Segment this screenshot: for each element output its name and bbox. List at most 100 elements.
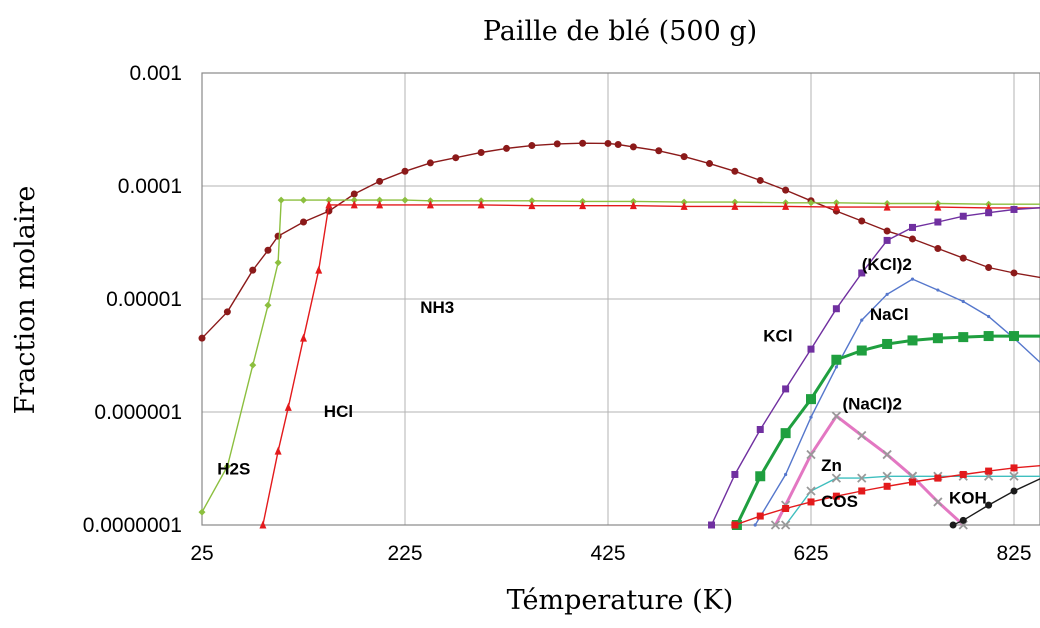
series-koh xyxy=(949,478,1040,529)
data-point xyxy=(259,520,267,529)
data-point xyxy=(756,426,764,434)
data-point xyxy=(274,259,282,267)
data-point xyxy=(985,209,993,217)
series-hcl xyxy=(259,200,1040,529)
x-tick-label: 625 xyxy=(793,542,828,565)
data-point xyxy=(985,501,993,509)
data-point xyxy=(325,196,333,204)
data-point xyxy=(708,521,716,529)
data-point xyxy=(274,446,282,455)
data-point xyxy=(249,266,257,274)
data-point xyxy=(264,301,272,309)
data-point xyxy=(883,236,891,244)
y-axis-ticks: 0.0000001 0.000001 0.00001 0.0001 0.001 xyxy=(83,62,182,537)
series-label-hcl: HCl xyxy=(324,402,353,421)
data-point xyxy=(277,196,285,204)
x-tick-label: 25 xyxy=(190,542,213,565)
data-point xyxy=(934,202,942,211)
series-label-nacl-2: (NaCl)2 xyxy=(842,395,902,414)
data-point xyxy=(784,472,788,477)
data-point xyxy=(756,512,764,520)
grid xyxy=(201,72,1040,526)
data-point xyxy=(883,482,891,490)
data-point xyxy=(350,190,358,198)
data-point xyxy=(782,385,790,393)
data-point xyxy=(376,196,384,204)
series-label-nh3: NH3 xyxy=(420,298,454,317)
data-point xyxy=(857,430,867,441)
data-point xyxy=(300,218,307,226)
data-point xyxy=(680,201,688,210)
data-point xyxy=(860,318,864,322)
data-point xyxy=(680,153,688,161)
series-label-nacl: NaCl xyxy=(870,305,909,324)
data-point xyxy=(959,470,967,478)
data-point xyxy=(883,202,891,211)
data-point xyxy=(223,462,231,470)
data-point xyxy=(528,201,536,210)
data-point xyxy=(198,508,206,516)
data-point xyxy=(770,520,781,530)
data-point xyxy=(629,201,637,210)
x-tick-label: 225 xyxy=(387,542,422,565)
data-point xyxy=(579,139,587,147)
y-tick-label: 0.000001 xyxy=(94,401,182,424)
data-point xyxy=(987,314,991,319)
data-point xyxy=(376,177,384,185)
data-point xyxy=(949,521,957,529)
data-point xyxy=(831,354,842,365)
data-point xyxy=(909,478,916,486)
data-point xyxy=(883,227,891,235)
data-point xyxy=(1010,269,1018,277)
data-point xyxy=(856,345,867,356)
x-tick-label: 425 xyxy=(590,542,625,565)
data-point xyxy=(909,223,916,231)
y-tick-label: 0.0000001 xyxy=(83,514,182,537)
data-point xyxy=(325,200,333,209)
data-point xyxy=(756,176,764,184)
series-label-zn: Zn xyxy=(821,456,842,475)
x-axis-ticks: 25 225 425 625 825 xyxy=(190,542,1031,565)
data-point xyxy=(806,449,816,460)
data-point xyxy=(731,167,739,175)
data-point xyxy=(858,269,866,277)
data-point xyxy=(553,140,561,148)
data-point xyxy=(198,334,206,342)
data-point xyxy=(806,394,816,405)
data-point xyxy=(780,520,791,530)
series-nacl-2 xyxy=(770,411,968,530)
data-point xyxy=(857,473,867,483)
data-point xyxy=(452,154,460,162)
data-point xyxy=(934,474,942,482)
data-point xyxy=(614,140,622,148)
data-point xyxy=(985,264,993,272)
series-nacl xyxy=(731,331,1040,530)
data-point xyxy=(959,212,967,220)
data-point xyxy=(1009,331,1019,342)
data-point xyxy=(604,139,612,147)
data-point xyxy=(936,288,940,292)
data-point xyxy=(834,365,838,369)
data-point xyxy=(401,167,409,175)
data-point xyxy=(885,292,889,296)
series-label-koh: KOH xyxy=(949,488,987,507)
data-point xyxy=(731,470,739,478)
data-point xyxy=(1010,487,1018,495)
data-point xyxy=(806,486,816,496)
data-point xyxy=(274,232,282,240)
data-point xyxy=(284,402,292,411)
data-point xyxy=(477,200,485,209)
series-kcl xyxy=(708,205,1040,529)
data-point xyxy=(376,200,384,209)
data-point xyxy=(910,277,915,281)
series-label-kcl-2: (KCl)2 xyxy=(862,255,912,274)
series-label-h2s: H2S xyxy=(217,459,250,478)
series-kcl-2 xyxy=(753,277,1040,527)
data-point xyxy=(503,144,510,152)
series-line xyxy=(710,207,1040,526)
data-point xyxy=(1010,205,1018,213)
data-point xyxy=(932,333,943,344)
data-point xyxy=(350,200,358,209)
data-point xyxy=(401,196,409,204)
